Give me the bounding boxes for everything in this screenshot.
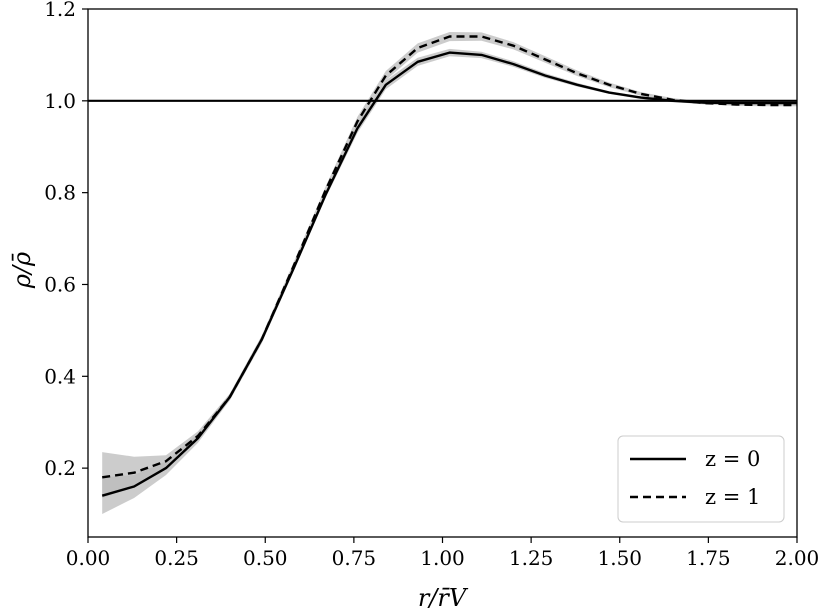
band-series-1 [102, 32, 797, 498]
y-tick-label: 0.6 [44, 272, 76, 296]
y-tick-label: 1.0 [44, 89, 76, 113]
y-tick-label: 1.2 [44, 0, 76, 21]
series-lines [101, 35, 797, 497]
x-axis-label: r/r̄V [418, 584, 469, 612]
y-tick-label: 0.8 [44, 181, 76, 205]
legend-box [617, 435, 785, 523]
series-line-1 [102, 35, 797, 479]
band-series-0 [102, 48, 797, 515]
x-tick-label: 0.25 [154, 546, 199, 570]
x-tick-label: 2.00 [775, 546, 820, 570]
axis-ticks: 0.00 0.25 0.50 0.75 1.00 1.25 1.50 1.75 2.00 0.2 0… [44, 0, 819, 570]
x-tick-label: 1.25 [509, 546, 554, 570]
x-tick-label: 1.75 [686, 546, 731, 570]
x-tick-label: 0.50 [243, 546, 288, 570]
legend-label-z1: z = 1 [705, 485, 760, 509]
legend: z = 0 z = 1 [617, 435, 785, 523]
x-tick-label: 1.00 [420, 546, 465, 570]
x-tick-label: 1.50 [597, 546, 642, 570]
legend-label-z0: z = 0 [705, 447, 760, 471]
y-axis-label: ρ/ρ̄ [8, 252, 36, 289]
confidence-bands [102, 32, 797, 515]
y-tick-label: 0.2 [44, 456, 76, 480]
x-tick-label: 0.75 [332, 546, 377, 570]
x-tick-label: 0.00 [66, 546, 111, 570]
y-tick-label: 0.4 [44, 364, 76, 388]
